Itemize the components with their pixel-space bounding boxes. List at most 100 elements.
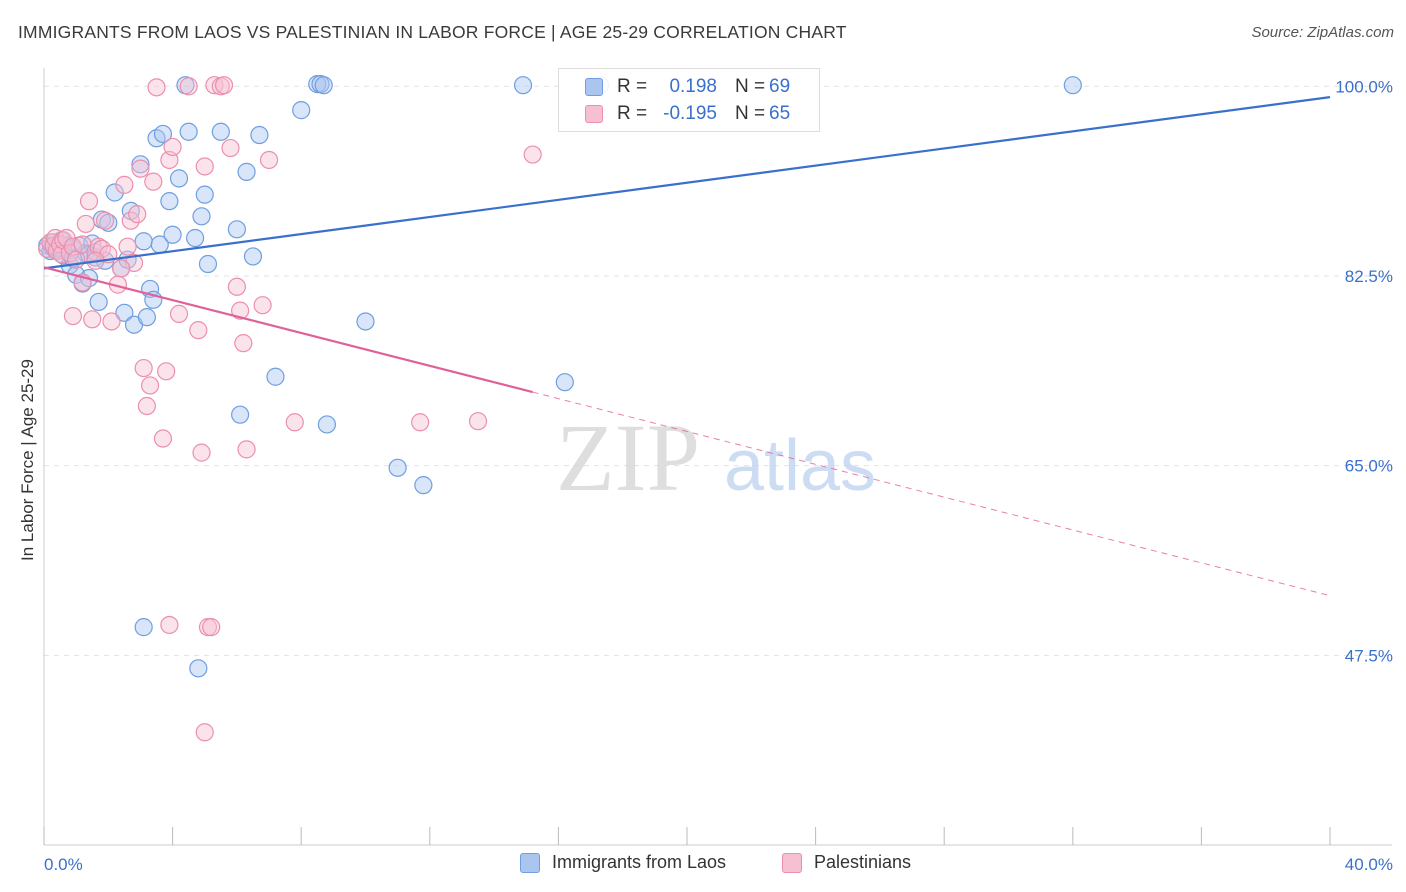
watermark: ZIP atlas <box>556 404 876 511</box>
data-point <box>205 76 224 95</box>
data-point <box>147 78 166 97</box>
data-point <box>79 192 99 211</box>
data-point <box>231 405 250 424</box>
data-point <box>105 183 124 202</box>
data-point <box>227 220 246 239</box>
data-point <box>160 615 179 635</box>
correlation-legend: R = 0.198 N = 69 R = -0.195 N = 65 <box>558 68 820 132</box>
series-swatch-palestinians <box>782 852 802 873</box>
legend-r-label: R = <box>617 76 648 97</box>
data-point <box>134 618 153 637</box>
axes <box>43 68 1392 846</box>
data-point <box>128 205 147 224</box>
y-tick-label: 47.5% <box>1345 646 1393 665</box>
data-point <box>259 150 279 170</box>
data-point <box>555 373 574 392</box>
data-point <box>292 101 311 120</box>
data-point <box>118 237 137 256</box>
data-point <box>89 292 108 312</box>
data-points <box>38 74 1082 742</box>
series-legend: Immigrants from Laos Palestinians <box>0 852 1406 876</box>
data-point <box>157 362 176 381</box>
x-tick-label: 40.0% <box>1345 855 1393 874</box>
data-point <box>266 367 285 386</box>
legend-r-value-palestinians: -0.195 <box>663 103 717 124</box>
chart-title: IMMIGRANTS FROM LAOS VS PALESTINIAN IN L… <box>18 22 847 42</box>
data-point <box>202 618 221 637</box>
data-point <box>134 358 153 378</box>
legend-r-value-laos: 0.198 <box>669 76 717 97</box>
series-legend-laos[interactable]: Immigrants from Laos <box>520 852 726 873</box>
data-point <box>153 429 173 448</box>
legend-swatch-laos <box>585 78 603 96</box>
data-point <box>115 175 134 194</box>
source-label: Source: ZipAtlas.com <box>1251 24 1394 41</box>
data-point <box>112 259 131 278</box>
data-point <box>243 247 263 266</box>
data-point <box>214 76 234 95</box>
legend-row-palestinians: R = -0.195 N = 65 <box>585 102 790 126</box>
data-point <box>131 155 150 174</box>
data-point <box>134 232 153 251</box>
data-point <box>169 304 189 323</box>
data-point <box>76 214 95 234</box>
data-point <box>513 76 533 95</box>
y-tick-label: 65.0% <box>1345 457 1393 476</box>
tick-labels: 100.0% 82.5% 65.0% 47.5% 0.0% 40.0% <box>44 77 1393 874</box>
data-point <box>523 145 542 164</box>
trend-line-laos <box>43 96 1331 270</box>
data-point <box>102 312 121 331</box>
series-legend-palestinians[interactable]: Palestinians <box>782 852 911 873</box>
data-point <box>234 334 253 353</box>
data-point <box>314 76 333 95</box>
data-point <box>179 122 198 141</box>
trend-line-palestinians <box>43 266 533 394</box>
data-point <box>237 162 256 181</box>
series-palestinians-points <box>38 76 542 742</box>
legend-swatch-palestinians <box>585 105 603 123</box>
data-point <box>131 159 150 178</box>
watermark-zip: ZIP <box>556 404 700 511</box>
data-point <box>468 412 488 431</box>
data-point <box>83 310 102 329</box>
data-point <box>153 124 173 144</box>
legend-n-label: N = <box>735 76 766 97</box>
data-point <box>95 211 115 230</box>
legend-r-label: R = <box>617 103 648 124</box>
trend-line-palestinians-extension <box>532 391 1331 597</box>
legend-n-value-laos: 69 <box>769 76 791 97</box>
series-swatch-laos <box>520 852 540 873</box>
data-point <box>253 296 272 315</box>
data-point <box>411 413 430 432</box>
data-point <box>189 321 208 340</box>
y-tick-label: 100.0% <box>1335 77 1393 96</box>
data-point <box>195 157 214 176</box>
data-point <box>211 122 230 141</box>
y-tick-label: 82.5% <box>1345 267 1393 286</box>
data-point <box>179 77 198 96</box>
data-point <box>195 185 214 204</box>
data-point <box>163 137 182 157</box>
data-point <box>192 443 211 462</box>
data-point <box>356 312 375 331</box>
data-point <box>317 415 337 434</box>
data-point <box>198 254 218 274</box>
y-axis-label: In Labor Force | Age 25-29 <box>18 359 37 561</box>
data-point <box>285 413 304 432</box>
data-point <box>250 125 269 145</box>
data-point <box>137 308 156 327</box>
series-label-palestinians: Palestinians <box>814 852 912 872</box>
legend-row-laos: R = 0.198 N = 69 <box>585 75 790 99</box>
data-point <box>237 440 256 459</box>
data-point <box>160 192 179 211</box>
data-point <box>121 211 140 230</box>
trend-lines <box>43 96 1331 597</box>
data-point <box>186 228 205 248</box>
x-tick-label: 0.0% <box>44 855 83 874</box>
legend-n-value-palestinians: 65 <box>769 103 791 124</box>
data-point <box>99 213 118 232</box>
data-point <box>140 376 160 395</box>
data-point <box>89 237 108 256</box>
data-point <box>163 225 182 244</box>
series-label-laos: Immigrants from Laos <box>552 852 727 872</box>
